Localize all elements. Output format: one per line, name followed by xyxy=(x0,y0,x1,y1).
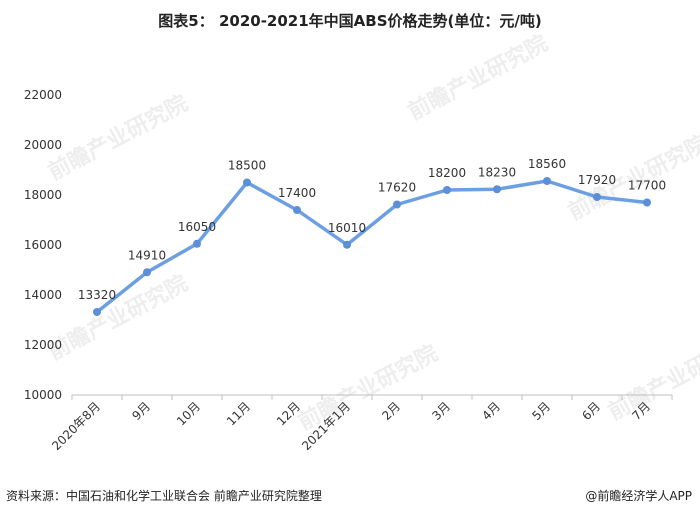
data-label: 17620 xyxy=(378,181,416,195)
x-tick-label: 10月 xyxy=(174,399,203,428)
data-label: 18200 xyxy=(428,166,466,180)
data-point xyxy=(293,206,301,214)
data-label: 16050 xyxy=(178,220,216,234)
data-point xyxy=(543,177,551,185)
y-tick-label: 16000 xyxy=(24,238,62,252)
y-tick-label: 22000 xyxy=(24,88,62,102)
data-label: 18560 xyxy=(528,157,566,171)
data-label: 14910 xyxy=(128,248,166,262)
data-label: 17700 xyxy=(628,179,666,193)
data-point xyxy=(143,268,151,277)
x-tick-label: 3月 xyxy=(429,399,453,423)
x-tick-label: 4月 xyxy=(479,399,503,423)
axes xyxy=(71,394,673,400)
data-label: 16010 xyxy=(328,221,366,235)
x-tick-label: 12月 xyxy=(274,399,303,428)
data-point xyxy=(343,240,351,249)
x-tick-label: 9月 xyxy=(129,399,153,423)
x-tick-label: 5月 xyxy=(529,399,553,423)
series-line xyxy=(95,179,649,314)
x-tick-label: 6月 xyxy=(579,399,603,423)
data-point xyxy=(493,185,501,194)
data-point xyxy=(393,200,401,209)
data-point xyxy=(243,178,251,187)
x-tick-label: 7月 xyxy=(629,399,653,423)
data-point xyxy=(443,186,451,194)
x-tick-label: 2月 xyxy=(379,399,403,423)
y-tick-label: 20000 xyxy=(24,138,62,152)
y-tick-label: 10000 xyxy=(24,388,62,402)
data-labels: 13320 14910 16050 18500 17400 16010 17620 18200… xyxy=(78,157,666,302)
x-tick-label: 2021年1月 xyxy=(299,399,353,453)
y-tick-label: 12000 xyxy=(24,338,62,352)
series-group xyxy=(93,177,651,316)
data-label: 18230 xyxy=(478,165,516,179)
data-label: 18500 xyxy=(228,159,266,173)
credit-note: @前瞻经济学人APP xyxy=(585,489,692,503)
data-point xyxy=(93,308,101,316)
x-tick-label: 11月 xyxy=(224,399,253,428)
source-note: 资料来源：中国石油和化学工业联合会 前瞻产业研究院整理 xyxy=(6,489,322,503)
y-tick-label: 14000 xyxy=(24,288,62,302)
data-point xyxy=(193,239,201,248)
y-tick-labels: 10000 12000 14000 16000 18000 20000 22000 xyxy=(24,88,62,402)
data-label: 17920 xyxy=(578,173,616,187)
data-point xyxy=(593,193,601,201)
y-tick-label: 18000 xyxy=(24,188,62,202)
data-label: 13320 xyxy=(78,288,116,302)
data-point xyxy=(643,198,651,207)
chart-title: 图表5： 2020-2021年中国ABS价格走势(单位：元/吨) xyxy=(158,12,542,30)
x-tick-label: 2020年8月 xyxy=(49,399,103,453)
data-label: 17400 xyxy=(278,186,316,200)
